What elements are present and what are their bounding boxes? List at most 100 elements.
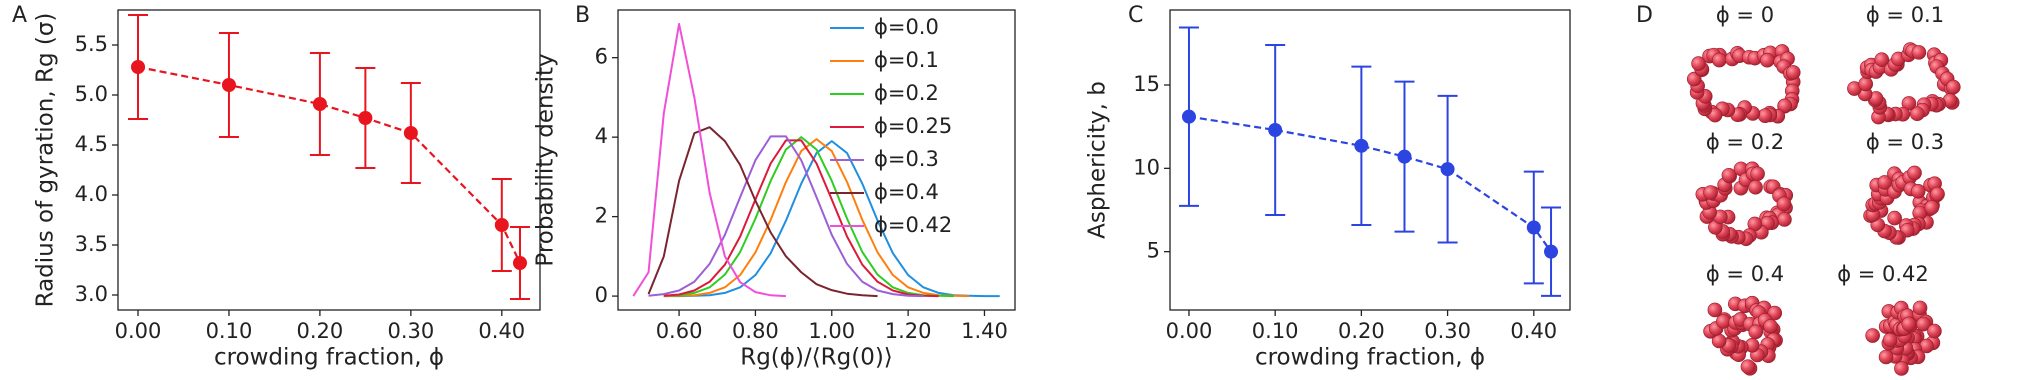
y-tick-label: 15 xyxy=(1133,72,1160,96)
x-axis-label: crowding fraction, ϕ xyxy=(214,345,444,371)
x-tick-label: 0.30 xyxy=(387,319,434,343)
x-tick-label: 0.40 xyxy=(478,319,525,343)
bead xyxy=(1916,316,1931,332)
bead xyxy=(1887,210,1902,226)
bead xyxy=(1777,212,1792,227)
y-tick-label: 4.5 xyxy=(75,132,108,156)
point xyxy=(1440,162,1455,177)
point xyxy=(131,60,146,74)
bead xyxy=(1740,359,1756,374)
x-tick-label: 0.20 xyxy=(1338,319,1385,343)
legend-label: ϕ=0.1 xyxy=(874,48,939,72)
bead xyxy=(1776,196,1792,212)
snapshot-title: ϕ = 0.42 xyxy=(1837,262,1929,286)
bead xyxy=(1911,45,1927,60)
x-axis-label: Rg(ϕ)/⟨Rg(0)⟩ xyxy=(740,345,893,371)
legend-label: ϕ=0.0 xyxy=(874,15,939,39)
bead xyxy=(1763,318,1778,334)
panel-label: D xyxy=(1636,3,1653,28)
polymer-snapshot xyxy=(1847,42,1961,125)
bead xyxy=(1757,108,1773,123)
bead xyxy=(1946,79,1961,95)
bead xyxy=(1748,324,1764,340)
y-tick-label: 5.5 xyxy=(75,32,108,56)
panel-label: B xyxy=(575,3,590,28)
point xyxy=(494,218,509,232)
bead xyxy=(1703,185,1718,200)
panel-label: A xyxy=(12,3,27,28)
y-tick-label: 3.5 xyxy=(75,232,108,256)
y-tick-label: 5.0 xyxy=(75,82,108,106)
x-tick-label: 0.20 xyxy=(297,319,344,343)
plot-frame xyxy=(117,9,541,311)
trend-line xyxy=(1188,115,1552,253)
y-tick-label: 2 xyxy=(595,204,608,228)
legend-label: ϕ=0.2 xyxy=(874,81,939,105)
bead xyxy=(1858,76,1874,92)
bead xyxy=(1716,314,1731,329)
polymer-snapshot xyxy=(1695,161,1794,247)
x-tick-label: 1.20 xyxy=(885,319,932,343)
snapshot-title: ϕ = 0.2 xyxy=(1706,130,1784,154)
x-tick-label: 1.40 xyxy=(961,319,1008,343)
y-axis-label: Asphericity, b xyxy=(1085,81,1111,239)
x-tick-label: 0.80 xyxy=(732,319,779,343)
y-tick-label: 3.0 xyxy=(75,282,108,306)
legend-label: ϕ=0.4 xyxy=(874,180,939,204)
x-tick-label: 0.60 xyxy=(656,319,703,343)
point xyxy=(1526,220,1541,235)
trend-line xyxy=(137,65,521,264)
bead xyxy=(1721,167,1737,183)
point xyxy=(403,126,418,140)
polymer-snapshot xyxy=(1686,44,1801,124)
point xyxy=(1397,149,1412,164)
bead xyxy=(1878,349,1894,365)
snapshot-title: ϕ = 0.3 xyxy=(1866,130,1944,154)
polymer-snapshot xyxy=(1703,295,1783,376)
bead xyxy=(1894,361,1909,376)
bead xyxy=(1907,165,1922,181)
x-tick-label: 0.30 xyxy=(1424,319,1471,343)
bead xyxy=(1901,316,1917,332)
point xyxy=(358,111,373,125)
density-line xyxy=(663,139,939,298)
bead xyxy=(1777,98,1793,114)
bead xyxy=(1785,65,1801,80)
bead xyxy=(1924,200,1940,215)
density-line xyxy=(663,136,954,298)
bead xyxy=(1877,175,1893,190)
plot-frame xyxy=(1169,9,1571,311)
y-tick-label: 10 xyxy=(1133,155,1160,179)
density-line xyxy=(663,138,970,298)
panel-label: C xyxy=(1128,3,1143,28)
point xyxy=(1268,123,1283,137)
bead xyxy=(1759,52,1775,68)
y-axis-label: Probability density xyxy=(533,53,559,266)
snapshot-title: ϕ = 0.1 xyxy=(1866,3,1944,27)
legend-label: ϕ=0.25 xyxy=(874,114,952,138)
snapshot-title: ϕ = 0 xyxy=(1716,3,1774,27)
x-tick-label: 0.10 xyxy=(206,319,253,343)
legend-label: ϕ=0.3 xyxy=(874,147,939,171)
bead xyxy=(1874,52,1890,67)
x-tick-label: 0.00 xyxy=(115,319,162,343)
x-tick-label: 1.00 xyxy=(808,319,855,343)
bead xyxy=(1910,183,1926,199)
legend-label: ϕ=0.42 xyxy=(874,213,952,237)
bead xyxy=(1912,300,1928,316)
bead xyxy=(1748,179,1763,195)
density-line xyxy=(647,126,878,298)
bead xyxy=(1750,166,1765,182)
point xyxy=(1181,109,1196,124)
bead xyxy=(1930,186,1945,202)
y-tick-label: 4.0 xyxy=(75,182,108,206)
bead xyxy=(1865,328,1880,343)
y-tick-label: 0 xyxy=(595,283,608,307)
bead xyxy=(1691,56,1706,71)
point xyxy=(1544,244,1559,259)
point xyxy=(1354,138,1369,153)
bead xyxy=(1909,106,1925,122)
snapshot-title: ϕ = 0.4 xyxy=(1706,262,1784,286)
density-line xyxy=(663,140,1000,298)
